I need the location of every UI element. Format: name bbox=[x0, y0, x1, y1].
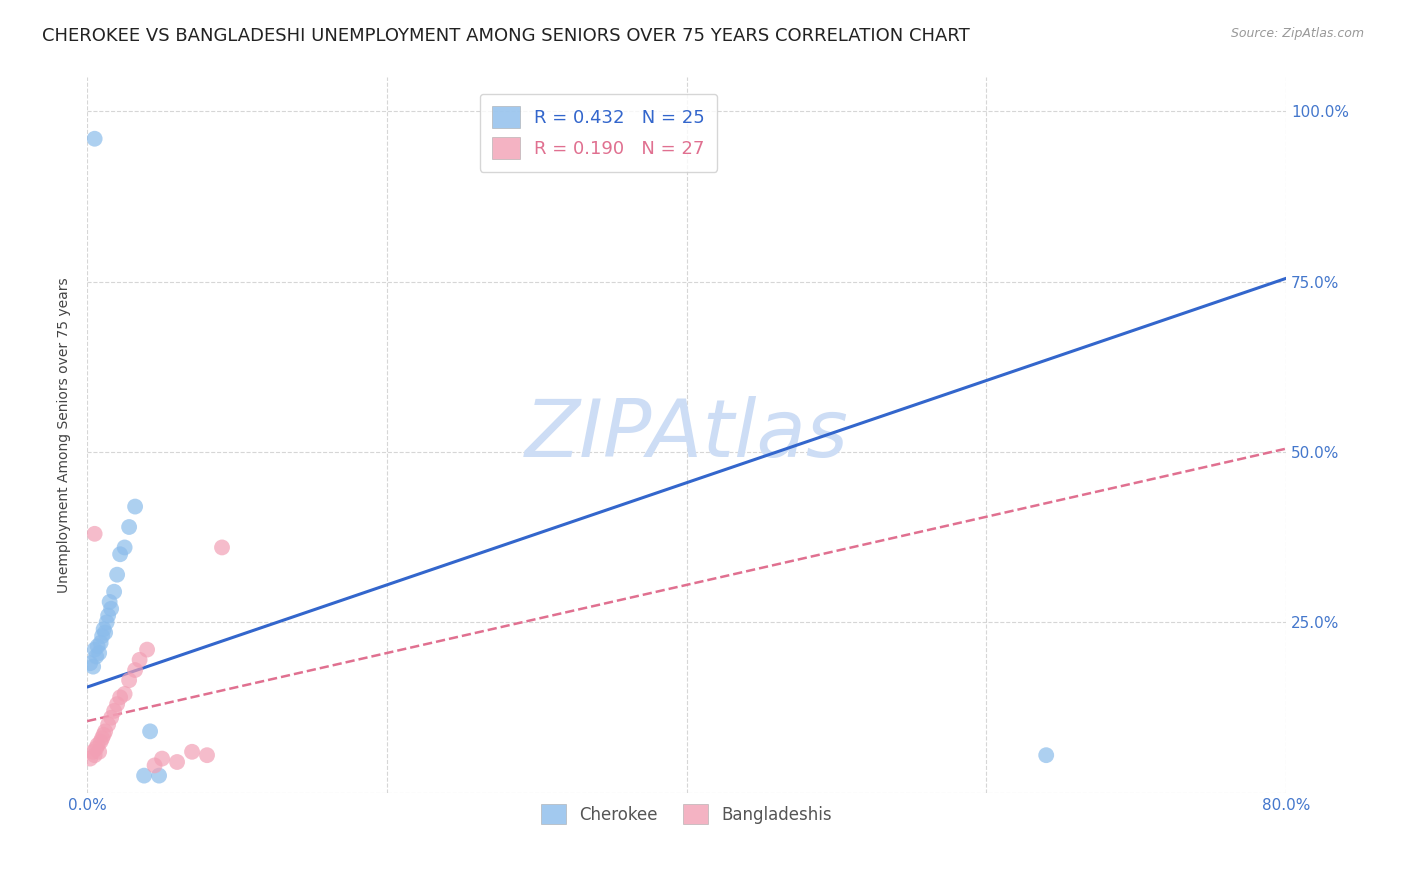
Point bbox=[91, 731, 114, 746]
Text: CHEROKEE VS BANGLADESHI UNEMPLOYMENT AMONG SENIORS OVER 75 YEARS CORRELATION CHA: CHEROKEE VS BANGLADESHI UNEMPLOYMENT AMO… bbox=[42, 27, 970, 45]
Point bbox=[105, 567, 128, 582]
Point bbox=[105, 697, 128, 711]
Point bbox=[84, 741, 107, 756]
Point bbox=[90, 636, 112, 650]
Point bbox=[86, 639, 108, 653]
Point bbox=[97, 608, 120, 623]
Legend: Cherokee, Bangladeshis: Cherokee, Bangladeshis bbox=[531, 794, 842, 834]
Point bbox=[79, 657, 101, 671]
Point bbox=[143, 758, 166, 772]
Text: Source: ZipAtlas.com: Source: ZipAtlas.com bbox=[1230, 27, 1364, 40]
Point bbox=[128, 653, 150, 667]
Y-axis label: Unemployment Among Seniors over 75 years: Unemployment Among Seniors over 75 years bbox=[58, 277, 72, 593]
Point bbox=[148, 769, 170, 783]
Point bbox=[97, 717, 120, 731]
Point bbox=[94, 625, 117, 640]
Point bbox=[94, 724, 117, 739]
Point bbox=[91, 629, 114, 643]
Point bbox=[83, 132, 105, 146]
Point bbox=[181, 745, 204, 759]
Point bbox=[90, 734, 112, 748]
Point bbox=[83, 526, 105, 541]
Point bbox=[93, 622, 115, 636]
Point bbox=[108, 547, 131, 561]
Point bbox=[86, 738, 108, 752]
Point bbox=[100, 601, 122, 615]
Point bbox=[83, 748, 105, 763]
Point bbox=[89, 646, 111, 660]
Point bbox=[84, 649, 107, 664]
Point bbox=[118, 673, 141, 688]
Point bbox=[96, 615, 118, 630]
Point bbox=[108, 690, 131, 705]
Point bbox=[89, 745, 111, 759]
Point bbox=[132, 769, 155, 783]
Point bbox=[79, 751, 101, 765]
Point bbox=[166, 755, 188, 769]
Point bbox=[114, 541, 136, 555]
Point bbox=[82, 745, 104, 759]
Point bbox=[124, 500, 146, 514]
Point bbox=[1035, 748, 1057, 763]
Point bbox=[136, 642, 159, 657]
Text: ZIPAtlas: ZIPAtlas bbox=[524, 396, 848, 474]
Point bbox=[83, 642, 105, 657]
Point bbox=[150, 751, 173, 765]
Point bbox=[114, 687, 136, 701]
Point bbox=[118, 520, 141, 534]
Point bbox=[211, 541, 233, 555]
Point bbox=[100, 711, 122, 725]
Point bbox=[98, 595, 121, 609]
Point bbox=[195, 748, 218, 763]
Point bbox=[103, 704, 125, 718]
Point bbox=[93, 728, 115, 742]
Point bbox=[124, 663, 146, 677]
Point bbox=[82, 659, 104, 673]
Point bbox=[103, 584, 125, 599]
Point bbox=[139, 724, 162, 739]
